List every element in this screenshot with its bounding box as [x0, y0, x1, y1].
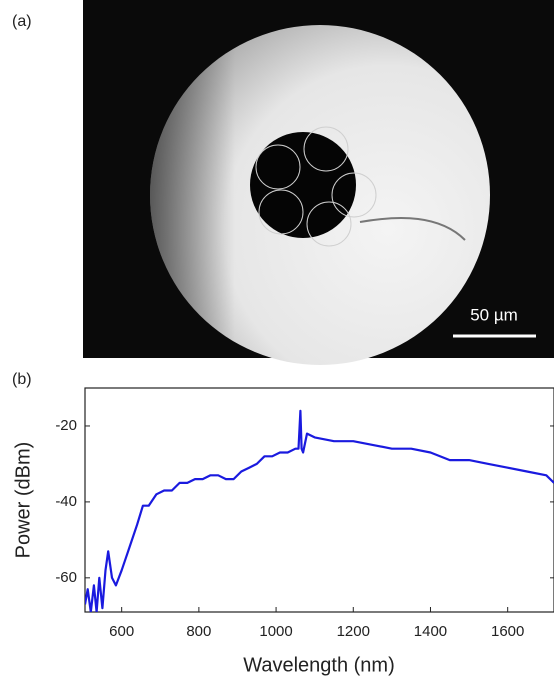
- y-tick-label: -60: [55, 569, 77, 586]
- y-tick-label: -40: [55, 493, 77, 510]
- panel-label: (b): [12, 371, 32, 388]
- x-tick-label: 600: [109, 623, 134, 640]
- x-axis-label: Wavelength (nm): [243, 654, 395, 676]
- x-tick-label: 1200: [337, 623, 370, 640]
- x-tick-label: 1400: [414, 623, 447, 640]
- x-tick-label: 800: [186, 623, 211, 640]
- y-tick-label: -20: [55, 417, 77, 434]
- data-line: [85, 409, 554, 612]
- scale-bar-label: 50 µm: [470, 305, 518, 324]
- x-tick-label: 1600: [491, 623, 524, 640]
- y-axis-label: Power (dBm): [12, 442, 34, 559]
- panel-label: (a): [12, 13, 32, 30]
- plot-frame: [84, 387, 554, 613]
- x-tick-label: 1000: [259, 623, 292, 640]
- micrograph: 50 µm: [83, 0, 554, 365]
